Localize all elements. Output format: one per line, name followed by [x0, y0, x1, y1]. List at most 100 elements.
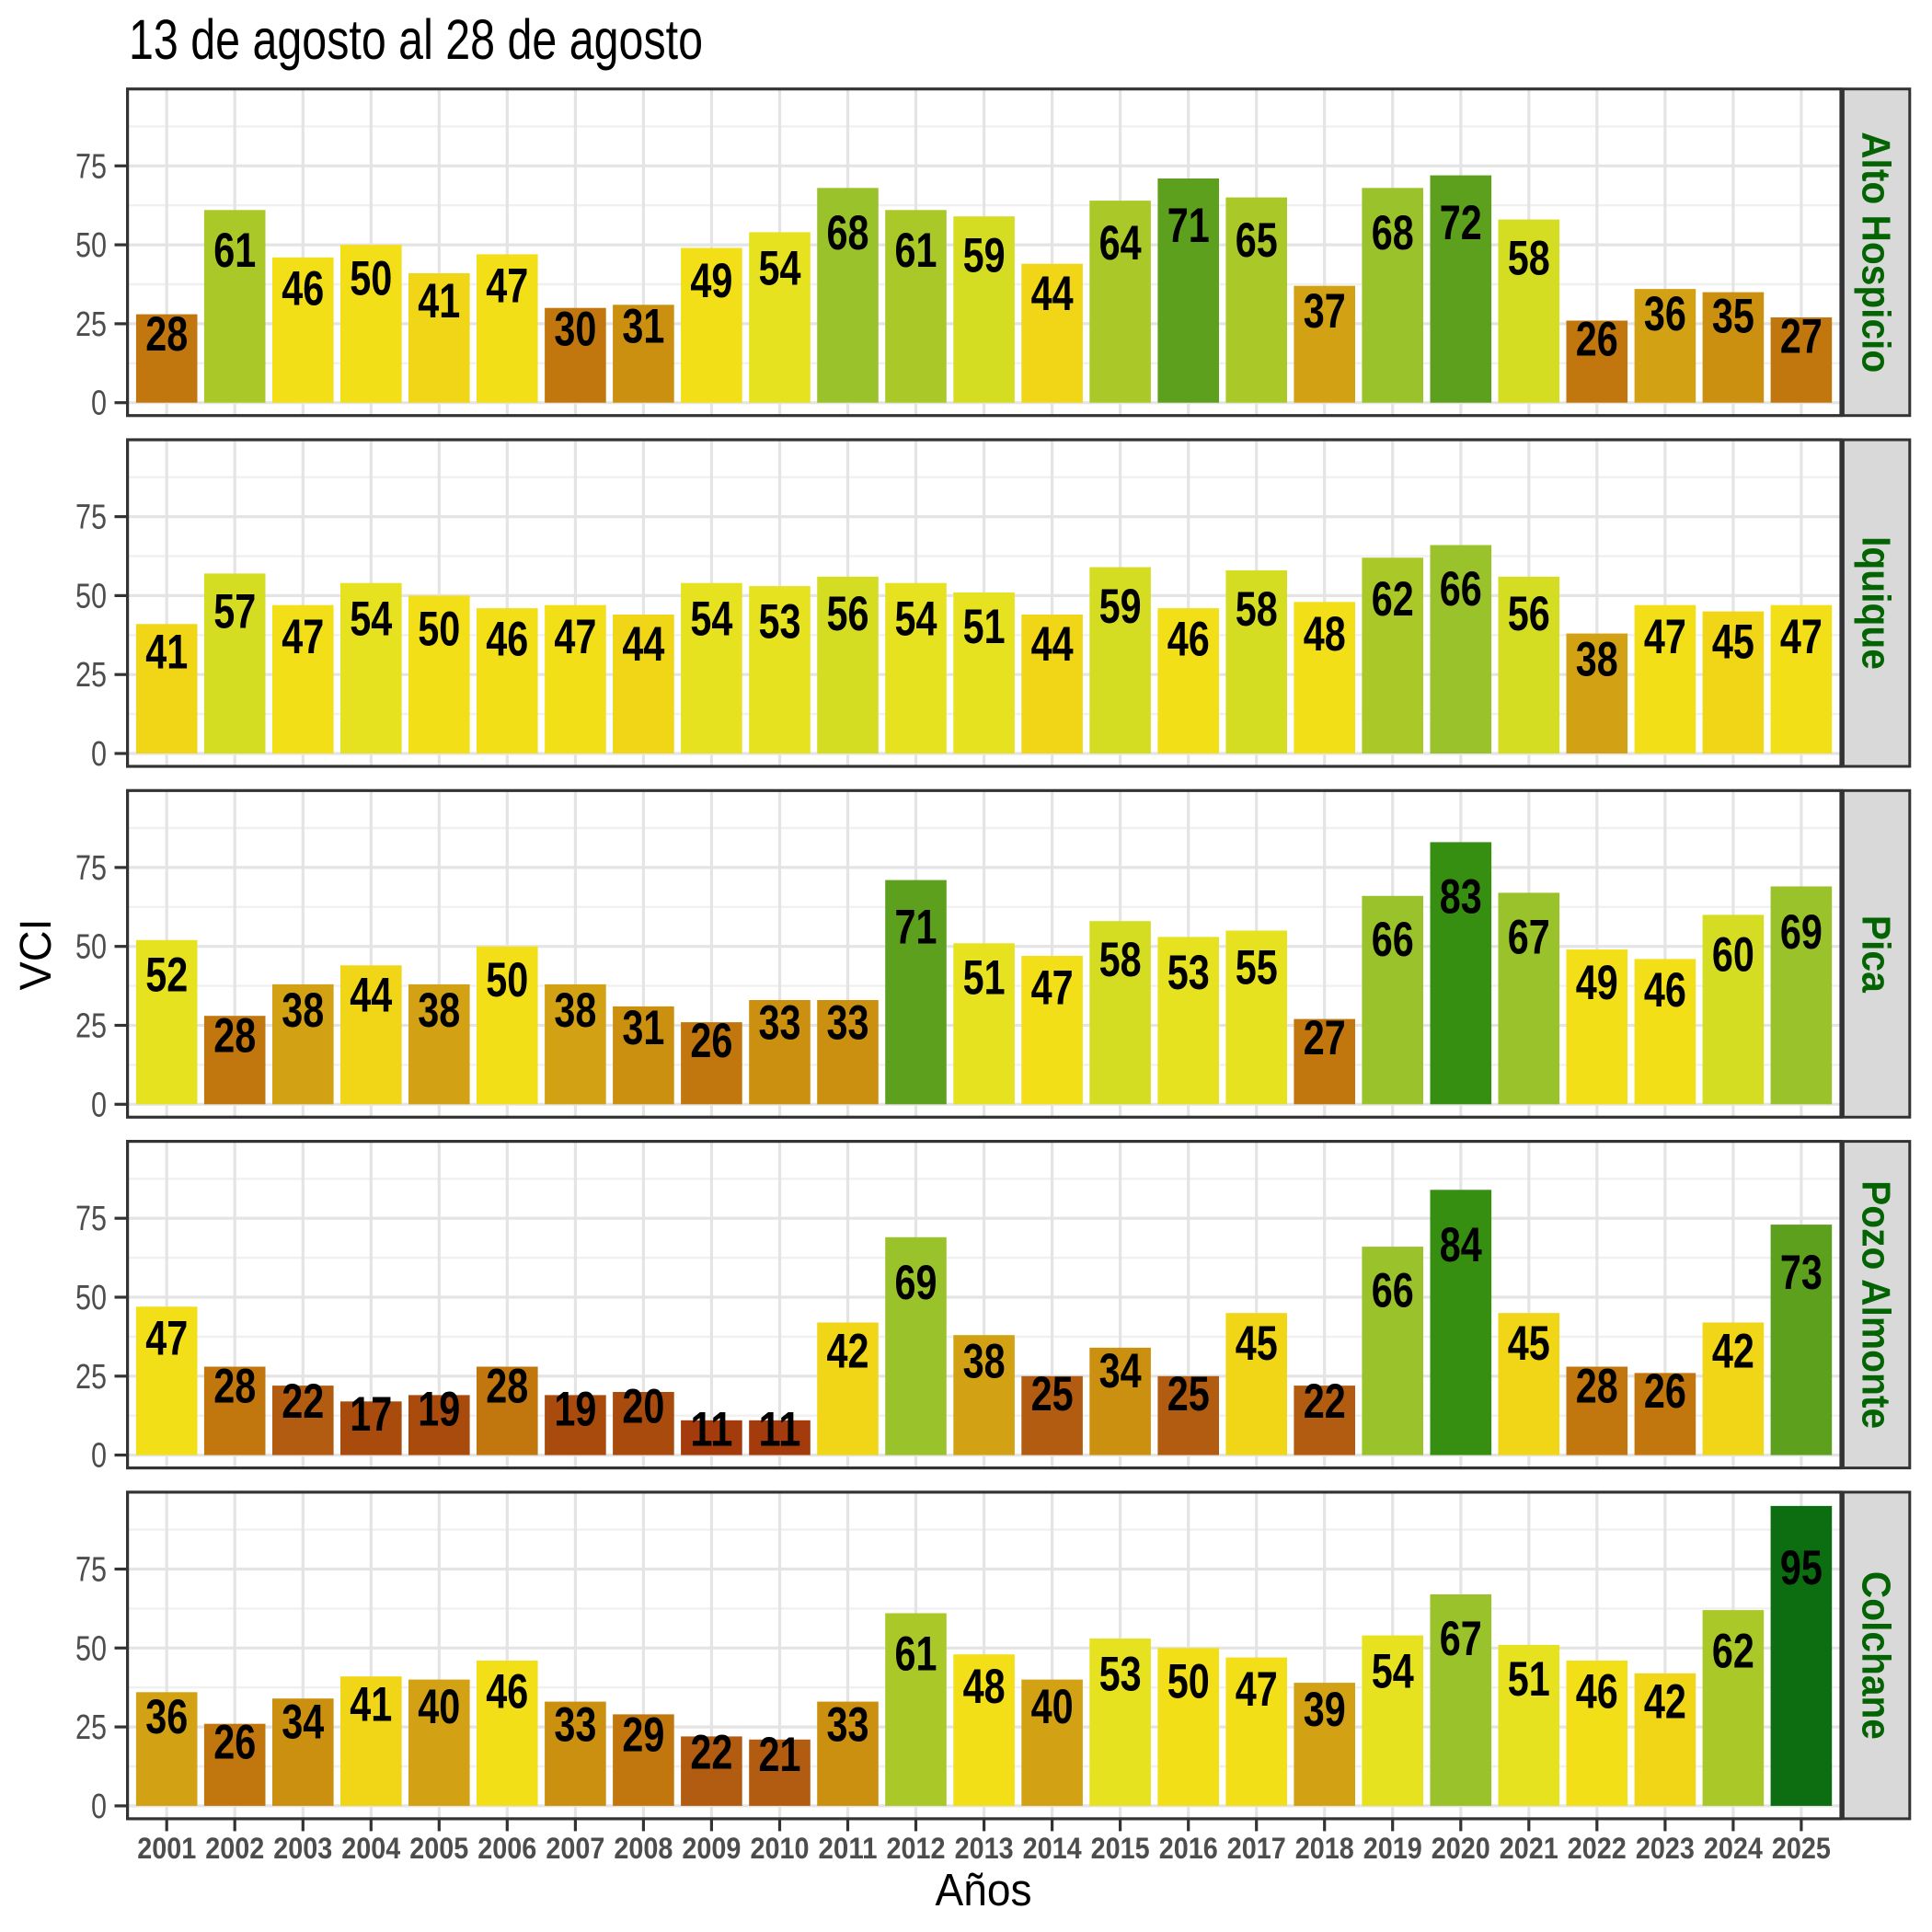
svg-text:35: 35	[1712, 290, 1754, 344]
svg-text:25: 25	[75, 1708, 107, 1747]
svg-text:28: 28	[213, 1360, 256, 1414]
svg-text:19: 19	[418, 1382, 460, 1436]
svg-text:42: 42	[1712, 1324, 1754, 1378]
svg-text:54: 54	[690, 592, 732, 647]
svg-text:73: 73	[1780, 1246, 1823, 1300]
svg-text:22: 22	[690, 1726, 732, 1780]
svg-text:40: 40	[1031, 1680, 1074, 1734]
svg-text:2010: 2010	[751, 1832, 810, 1865]
svg-text:17: 17	[350, 1387, 392, 1442]
svg-text:47: 47	[1644, 610, 1686, 664]
svg-text:36: 36	[1644, 287, 1686, 341]
svg-text:2015: 2015	[1091, 1832, 1150, 1865]
svg-text:28: 28	[145, 307, 188, 362]
svg-text:61: 61	[895, 224, 937, 278]
svg-text:45: 45	[1508, 1317, 1550, 1371]
svg-text:33: 33	[759, 996, 801, 1051]
svg-text:58: 58	[1236, 582, 1278, 637]
svg-text:2008: 2008	[614, 1832, 673, 1865]
svg-text:68: 68	[827, 206, 869, 260]
svg-text:36: 36	[145, 1690, 188, 1744]
svg-text:53: 53	[1099, 1647, 1142, 1701]
svg-text:27: 27	[1780, 310, 1823, 364]
svg-text:75: 75	[75, 499, 107, 537]
svg-text:47: 47	[1236, 1662, 1278, 1717]
svg-text:66: 66	[1372, 1263, 1414, 1317]
svg-text:2016: 2016	[1159, 1832, 1218, 1865]
svg-text:25: 25	[75, 305, 107, 344]
svg-text:38: 38	[282, 983, 324, 1038]
svg-text:25: 25	[75, 656, 107, 695]
svg-text:26: 26	[1576, 312, 1618, 366]
svg-text:57: 57	[213, 585, 256, 639]
svg-text:53: 53	[1167, 946, 1210, 1000]
svg-text:Pozo Almonte: Pozo Almonte	[1854, 1180, 1899, 1429]
svg-text:2005: 2005	[409, 1832, 468, 1865]
svg-text:71: 71	[1167, 199, 1210, 253]
svg-text:56: 56	[1508, 587, 1550, 641]
svg-text:34: 34	[282, 1696, 324, 1750]
svg-text:50: 50	[1167, 1655, 1210, 1709]
svg-text:46: 46	[282, 261, 324, 316]
svg-text:19: 19	[554, 1382, 596, 1436]
svg-text:50: 50	[486, 953, 528, 1007]
svg-text:47: 47	[486, 259, 528, 314]
svg-text:Pica: Pica	[1854, 915, 1899, 993]
svg-text:45: 45	[1712, 615, 1754, 669]
svg-text:20: 20	[622, 1380, 664, 1434]
svg-text:46: 46	[1644, 963, 1686, 1018]
svg-text:28: 28	[486, 1360, 528, 1414]
svg-text:27: 27	[1304, 1011, 1346, 1065]
svg-text:58: 58	[1099, 933, 1142, 987]
svg-text:75: 75	[75, 1200, 107, 1238]
svg-text:69: 69	[1780, 905, 1823, 960]
svg-text:67: 67	[1508, 910, 1550, 964]
svg-text:50: 50	[350, 251, 392, 305]
svg-text:33: 33	[827, 996, 869, 1051]
svg-text:2002: 2002	[205, 1832, 264, 1865]
svg-text:0: 0	[91, 1086, 107, 1124]
svg-text:39: 39	[1304, 1683, 1346, 1737]
svg-text:2012: 2012	[887, 1832, 946, 1865]
svg-text:75: 75	[75, 849, 107, 888]
svg-text:25: 25	[1031, 1367, 1074, 1421]
svg-text:2018: 2018	[1295, 1832, 1354, 1865]
svg-text:26: 26	[690, 1014, 732, 1068]
svg-text:42: 42	[1644, 1675, 1686, 1730]
svg-text:95: 95	[1780, 1541, 1823, 1595]
svg-text:66: 66	[1372, 913, 1414, 967]
svg-text:33: 33	[554, 1697, 596, 1752]
svg-text:55: 55	[1236, 940, 1278, 995]
svg-text:47: 47	[554, 610, 596, 664]
svg-text:2007: 2007	[546, 1832, 604, 1865]
svg-text:34: 34	[1099, 1344, 1142, 1398]
svg-text:51: 51	[963, 600, 1006, 654]
svg-text:22: 22	[1304, 1374, 1346, 1429]
svg-text:2011: 2011	[819, 1832, 878, 1865]
svg-text:52: 52	[145, 949, 188, 1003]
svg-text:2021: 2021	[1500, 1832, 1558, 1865]
svg-text:54: 54	[759, 241, 801, 295]
svg-text:47: 47	[1780, 610, 1823, 664]
svg-text:64: 64	[1099, 216, 1142, 270]
svg-text:28: 28	[213, 1008, 256, 1063]
svg-text:47: 47	[145, 1312, 188, 1366]
svg-text:33: 33	[827, 1697, 869, 1752]
svg-text:2019: 2019	[1363, 1832, 1422, 1865]
svg-text:2022: 2022	[1568, 1832, 1627, 1865]
svg-text:47: 47	[1031, 960, 1074, 1015]
svg-text:2024: 2024	[1704, 1832, 1763, 1865]
svg-text:0: 0	[91, 1437, 107, 1476]
svg-text:56: 56	[827, 587, 869, 641]
svg-text:28: 28	[1576, 1360, 1618, 1414]
svg-text:61: 61	[213, 224, 256, 278]
svg-text:26: 26	[1644, 1364, 1686, 1419]
svg-text:50: 50	[418, 603, 460, 657]
svg-text:59: 59	[963, 229, 1006, 283]
svg-text:50: 50	[75, 577, 107, 615]
svg-text:31: 31	[622, 300, 664, 354]
svg-text:2006: 2006	[477, 1832, 536, 1865]
svg-text:2009: 2009	[682, 1832, 741, 1865]
svg-text:38: 38	[554, 983, 596, 1038]
svg-text:51: 51	[963, 950, 1006, 1005]
